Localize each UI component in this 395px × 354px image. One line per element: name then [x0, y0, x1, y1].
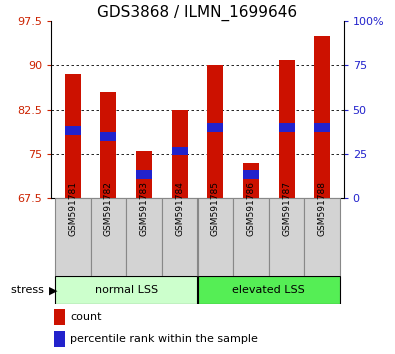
Bar	[305, 198, 340, 276]
Bar	[278, 59, 295, 198]
Bar	[314, 36, 330, 198]
Bar	[278, 123, 295, 132]
Bar	[65, 74, 81, 198]
Text: GSM591782: GSM591782	[104, 181, 113, 236]
Text: GSM591788: GSM591788	[318, 181, 327, 236]
Text: GSM591785: GSM591785	[211, 181, 220, 236]
Bar	[54, 309, 64, 325]
Bar	[269, 198, 305, 276]
Bar	[243, 170, 259, 179]
Text: GSM591786: GSM591786	[246, 181, 256, 236]
Bar	[55, 276, 198, 304]
Bar	[136, 170, 152, 179]
Bar	[162, 198, 198, 276]
Text: percentile rank within the sample: percentile rank within the sample	[70, 334, 258, 344]
Text: elevated LSS: elevated LSS	[232, 285, 305, 295]
Bar	[100, 92, 117, 198]
Text: normal LSS: normal LSS	[95, 285, 158, 295]
Text: GSM591783: GSM591783	[139, 181, 149, 236]
Bar	[55, 198, 90, 276]
Bar	[233, 198, 269, 276]
Bar	[314, 123, 330, 132]
Bar	[54, 331, 64, 347]
Bar	[198, 276, 340, 304]
Text: GSM591781: GSM591781	[68, 181, 77, 236]
Title: GDS3868 / ILMN_1699646: GDS3868 / ILMN_1699646	[98, 5, 297, 21]
Bar	[90, 198, 126, 276]
Bar	[126, 198, 162, 276]
Text: ▶: ▶	[49, 285, 58, 295]
Text: count: count	[70, 312, 102, 322]
Bar	[172, 110, 188, 198]
Bar	[207, 123, 223, 132]
Bar	[207, 65, 223, 198]
Bar	[172, 147, 188, 155]
Bar	[100, 132, 117, 141]
Bar	[198, 198, 233, 276]
Bar	[65, 126, 81, 135]
Text: GSM591787: GSM591787	[282, 181, 291, 236]
Text: stress: stress	[11, 285, 47, 295]
Bar	[243, 163, 259, 198]
Text: GSM591784: GSM591784	[175, 181, 184, 236]
Bar	[136, 151, 152, 198]
